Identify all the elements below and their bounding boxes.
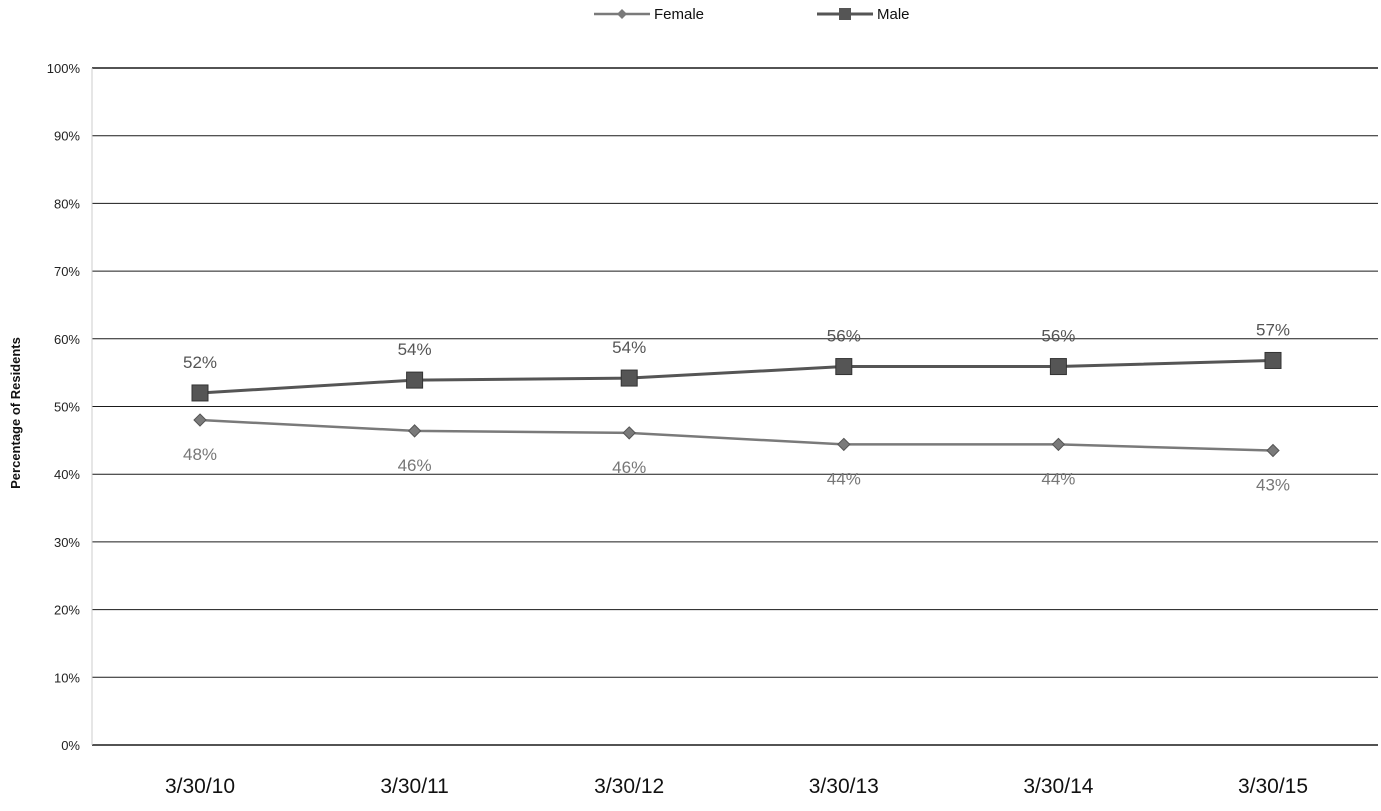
- y-axis-label: Percentage of Residents: [8, 337, 23, 489]
- y-tick-label: 10%: [54, 670, 80, 685]
- data-label: 44%: [827, 469, 861, 488]
- data-label: 46%: [612, 458, 646, 477]
- y-tick-label: 90%: [54, 129, 80, 144]
- data-point: [407, 424, 422, 438]
- x-tick-label: 3/30/11: [380, 775, 449, 798]
- data-point: [1051, 437, 1066, 452]
- y-tick-label: 40%: [54, 467, 80, 482]
- x-tick-label: 3/30/13: [809, 775, 879, 798]
- data-label: 43%: [1256, 476, 1290, 495]
- data-point: [622, 426, 636, 440]
- legend-label: Female: [654, 6, 704, 23]
- legend-label: Male: [877, 6, 910, 23]
- series-line: [199, 358, 1274, 395]
- gridlines: [91, 67, 1378, 746]
- y-tick-label: 0%: [61, 738, 80, 753]
- legend: Female Male: [594, 6, 910, 23]
- series-group: 48% 46% 46% 44% 44% 43% 52% 54% 54% 56% 56% 57%: [183, 320, 1290, 494]
- data-point: [835, 358, 853, 376]
- series-line: [199, 418, 1274, 452]
- data-label: 54%: [612, 338, 646, 357]
- data-label: 56%: [1041, 327, 1075, 346]
- series-female: 48% 46% 46% 44% 44% 43%: [183, 413, 1290, 495]
- data-point: [191, 384, 209, 402]
- series-male: 52% 54% 54% 56% 56% 57%: [183, 320, 1290, 402]
- data-point: [1266, 443, 1280, 458]
- data-label: 57%: [1256, 320, 1290, 339]
- x-tick-label: 3/30/10: [165, 775, 235, 798]
- data-point: [193, 413, 207, 427]
- x-tick-label: 3/30/15: [1238, 775, 1308, 798]
- data-label: 48%: [183, 445, 217, 464]
- data-point: [837, 437, 851, 452]
- y-axis-ticks: 0% 10% 20% 30% 40% 50% 60% 70% 80% 90% 100%: [47, 61, 81, 753]
- legend-item-male: Male: [817, 6, 910, 23]
- data-label: 46%: [398, 456, 432, 475]
- data-point: [406, 371, 424, 389]
- data-point: [1049, 358, 1067, 376]
- x-tick-label: 3/30/12: [594, 775, 664, 798]
- x-axis-ticks: 3/30/10 3/30/11 3/30/12 3/30/13 3/30/14 3/30/…: [165, 775, 1308, 798]
- data-label: 52%: [183, 353, 217, 372]
- y-tick-label: 80%: [54, 196, 80, 211]
- data-point: [1264, 351, 1282, 369]
- data-label: 44%: [1041, 469, 1075, 488]
- data-label: 56%: [827, 327, 861, 346]
- legend-item-female: Female: [594, 6, 704, 23]
- y-tick-label: 100%: [47, 61, 81, 76]
- data-point: [620, 369, 638, 387]
- y-tick-label: 20%: [54, 603, 80, 618]
- y-tick-label: 50%: [54, 400, 80, 415]
- data-label: 54%: [398, 340, 432, 359]
- y-tick-label: 30%: [54, 535, 80, 550]
- legend-marker: [839, 8, 851, 20]
- x-tick-label: 3/30/14: [1023, 775, 1093, 798]
- y-tick-label: 60%: [54, 332, 80, 347]
- y-tick-label: 70%: [54, 264, 80, 279]
- legend-marker: [617, 9, 627, 19]
